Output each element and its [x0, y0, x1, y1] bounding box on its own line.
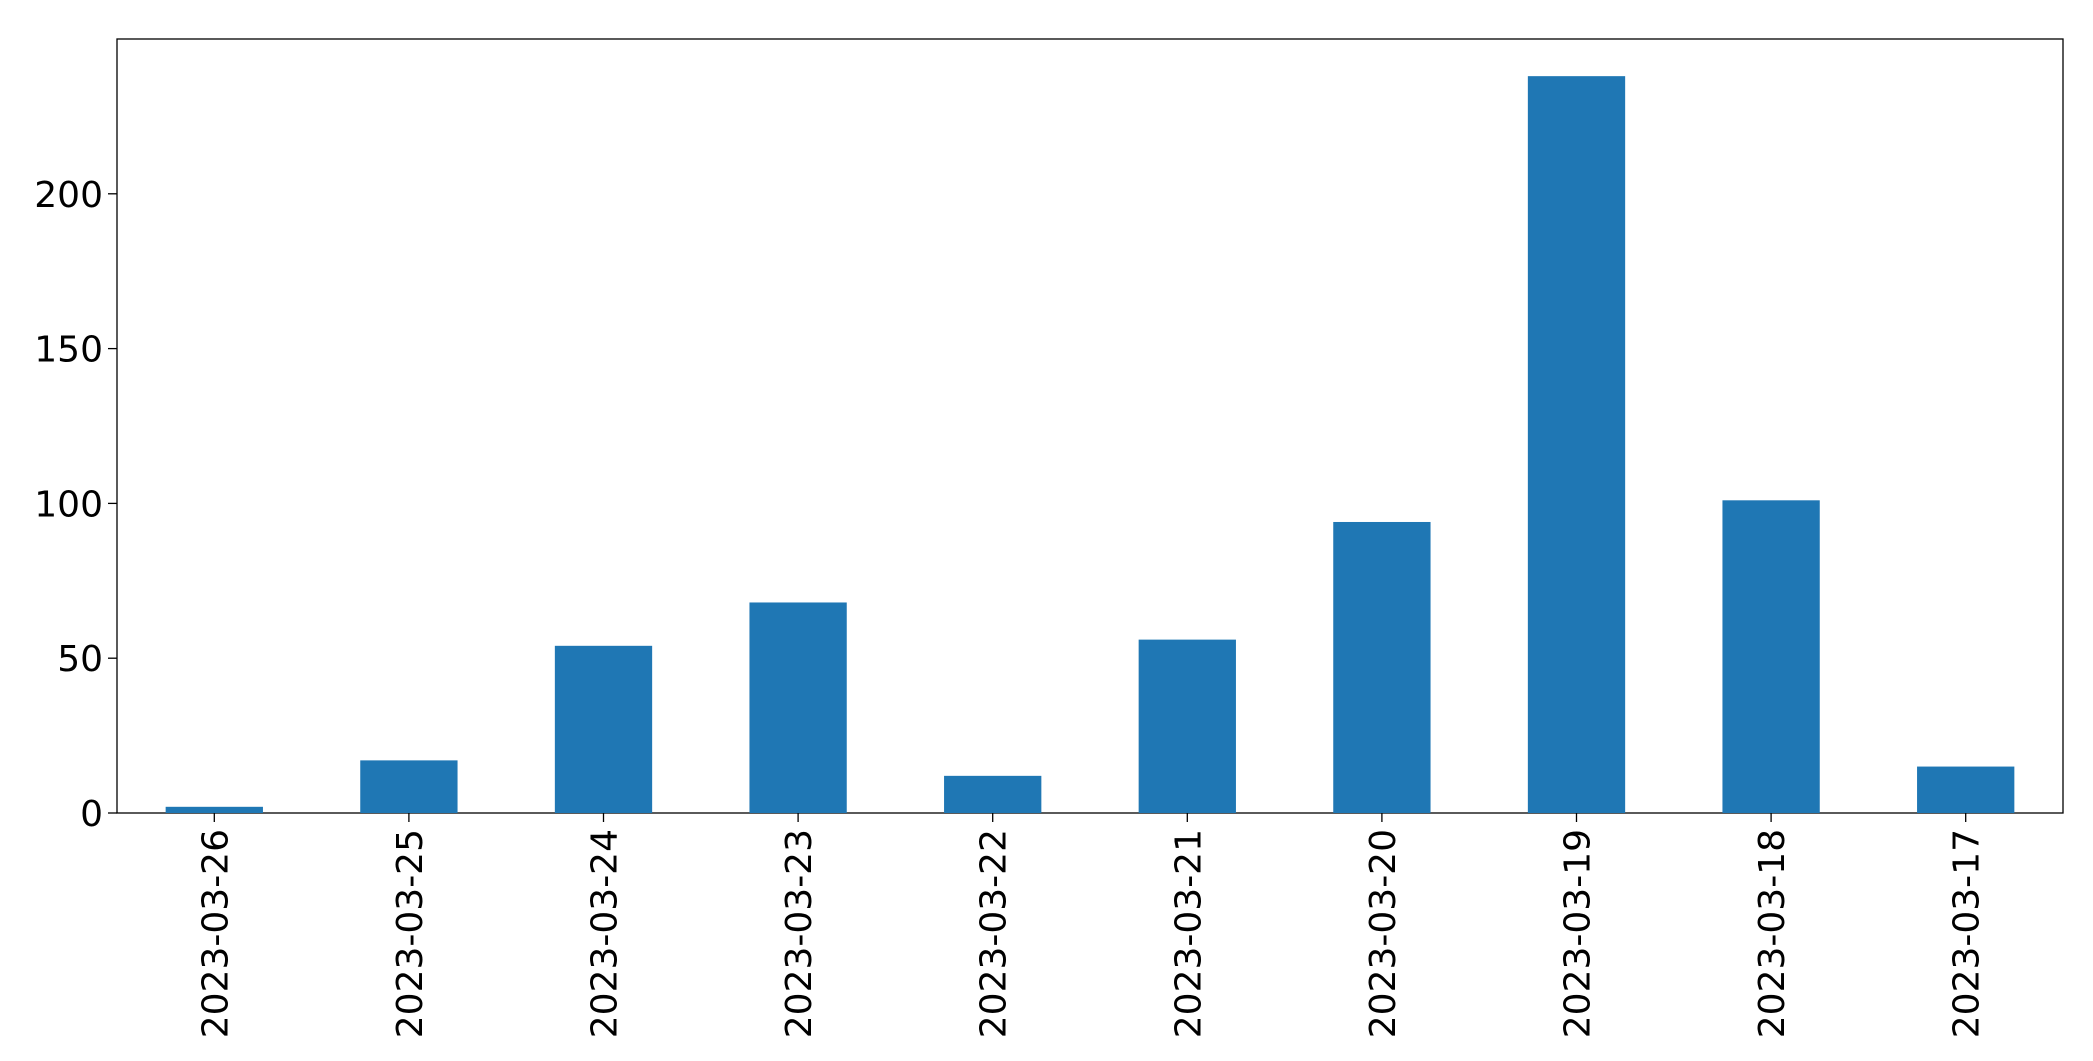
y-tick-label: 100 — [34, 484, 103, 525]
y-tick-label: 200 — [34, 175, 103, 216]
y-tick-label: 0 — [80, 794, 103, 835]
bar — [165, 806, 263, 813]
bar — [749, 602, 847, 813]
bar — [1333, 521, 1431, 813]
plot-frame — [116, 38, 2064, 814]
y-tick-label: 150 — [34, 330, 103, 371]
bar — [554, 645, 653, 813]
bar — [1722, 500, 1820, 813]
bar — [1138, 639, 1236, 813]
x-tick-label: 2023-03-20 — [1363, 829, 1404, 1038]
y-tick-label: 50 — [57, 639, 103, 680]
bar — [944, 775, 1042, 813]
x-tick-label: 2023-03-21 — [1168, 829, 1209, 1038]
x-tick-label: 2023-03-25 — [390, 829, 431, 1038]
x-tick-label: 2023-03-17 — [1947, 829, 1988, 1038]
x-tick-label: 2023-03-26 — [195, 829, 236, 1038]
bar — [1527, 76, 1626, 814]
x-tick-label: 2023-03-19 — [1558, 829, 1599, 1038]
x-tick-label: 2023-03-24 — [585, 829, 626, 1038]
x-tick-label: 2023-03-18 — [1752, 829, 1793, 1038]
x-tick-label: 2023-03-23 — [779, 829, 820, 1038]
x-tick-label: 2023-03-22 — [974, 829, 1015, 1038]
bar — [1917, 766, 2015, 813]
bar — [360, 760, 458, 813]
